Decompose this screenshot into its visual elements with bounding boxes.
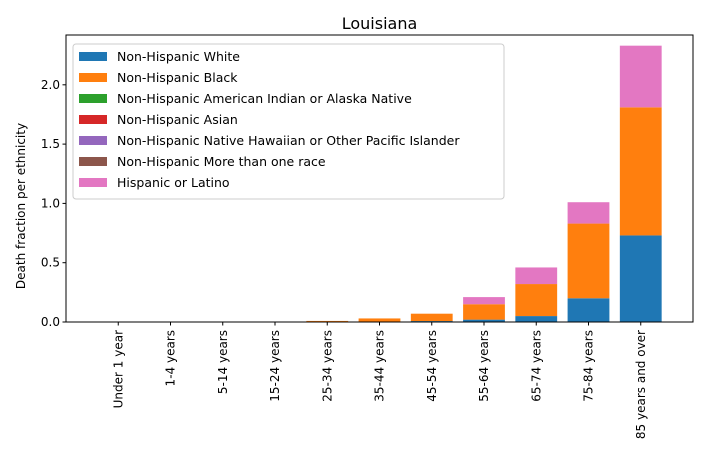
bar-0-8 [515, 316, 557, 322]
y-tick-label: 2.0 [41, 78, 60, 92]
bar-6-10 [620, 46, 662, 108]
x-tick-label: 85 years and over [634, 330, 648, 439]
legend-swatch-0 [79, 52, 107, 61]
bar-6-9 [568, 202, 610, 223]
x-tick-label: 15-24 years [268, 330, 282, 402]
bar-1-6 [411, 314, 453, 321]
x-tick-label: 65-74 years [529, 330, 543, 402]
x-tick-label: 55-64 years [477, 330, 491, 402]
legend-swatch-1 [79, 73, 107, 82]
x-tick-label: 35-44 years [373, 330, 387, 402]
legend-swatch-2 [79, 94, 107, 103]
bar-1-10 [620, 107, 662, 235]
x-tick-label: 5-14 years [216, 330, 230, 394]
legend-swatch-6 [79, 178, 107, 187]
bar-0-9 [568, 298, 610, 322]
y-tick-label: 0.5 [41, 256, 60, 270]
legend-label-2: Non-Hispanic American Indian or Alaska N… [117, 91, 412, 106]
bar-6-7 [463, 297, 505, 304]
bar-6-8 [515, 267, 557, 284]
legend-label-5: Non-Hispanic More than one race [117, 154, 326, 169]
legend-swatch-5 [79, 157, 107, 166]
x-tick-label: Under 1 year [111, 330, 125, 408]
x-tick-label: 25-34 years [320, 330, 334, 402]
chart-title: Louisiana [342, 14, 418, 33]
legend: Non-Hispanic White Non-Hispanic Black Non-… [73, 44, 504, 199]
legend-label-3: Non-Hispanic Asian [117, 112, 238, 127]
legend-swatch-3 [79, 115, 107, 124]
x-tick-label: 75-84 years [582, 330, 596, 402]
x-tick-label: 1-4 years [164, 330, 178, 386]
bar-1-5 [359, 318, 401, 321]
y-axis-label: Death fraction per ethnicity [14, 123, 28, 289]
legend-swatch-4 [79, 136, 107, 145]
legend-label-6: Hispanic or Latino [117, 175, 230, 190]
bar-0-10 [620, 235, 662, 322]
x-tick-label: 45-54 years [425, 330, 439, 402]
y-tick-label: 1.5 [41, 137, 60, 151]
y-tick-label: 1.0 [41, 196, 60, 210]
bar-1-7 [463, 304, 505, 319]
bar-1-9 [568, 224, 610, 299]
legend-label-0: Non-Hispanic White [117, 49, 240, 64]
legend-label-4: Non-Hispanic Native Hawaiian or Other Pa… [117, 133, 460, 148]
y-tick-label: 0.0 [41, 315, 60, 329]
legend-label-1: Non-Hispanic Black [117, 70, 238, 85]
bar-1-8 [515, 284, 557, 316]
